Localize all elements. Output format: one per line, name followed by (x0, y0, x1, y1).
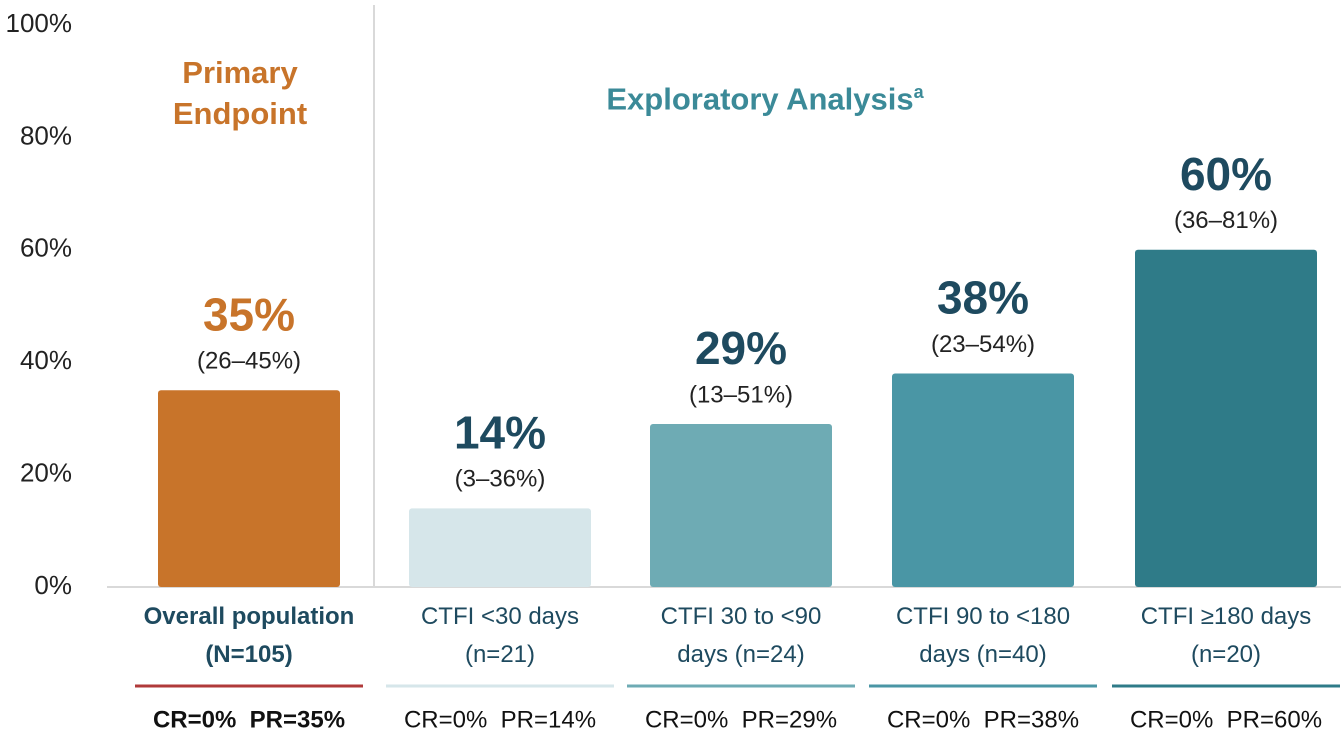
x-tick-label: CTFI <30 days (n=21) (420, 603, 580, 668)
interval-label: (13–51%) (689, 381, 793, 408)
response-label: CR=0% PR=35% (153, 706, 345, 733)
x-tick-label: CTFI 30 to <90 days (n=24) (660, 603, 822, 668)
interval-label: (26–45%) (197, 348, 301, 375)
bar (1135, 249, 1317, 588)
response-label: CR=0% PR=38% (887, 706, 1079, 733)
value-label: 29% (695, 322, 787, 374)
y-tick-label: 80% (20, 120, 72, 150)
x-tick-label: CTFI ≥180 days (n=20) (1140, 603, 1312, 668)
bar (892, 373, 1074, 587)
interval-label: (3–36%) (455, 466, 546, 493)
value-label: 60% (1180, 148, 1272, 200)
annotation-superscript: a (913, 82, 924, 102)
response-label: CR=0% PR=14% (404, 706, 596, 733)
y-tick-label: 60% (20, 233, 72, 263)
bar (650, 424, 832, 587)
interval-label: (36–81%) (1174, 207, 1278, 234)
annotation: Primary Endpoint (172, 55, 308, 131)
response-label: CR=0% PR=29% (645, 706, 837, 733)
y-tick-label: 20% (20, 457, 72, 487)
bar (158, 390, 340, 587)
value-label: 38% (937, 272, 1029, 324)
x-tick-label: Overall population (N=105) (143, 603, 355, 668)
annotation: Exploratory Analysisa (515, 72, 1015, 119)
response-label: CR=0% PR=60% (1130, 706, 1322, 733)
value-label: 14% (454, 406, 546, 458)
bar (409, 508, 591, 587)
value-label: 35% (203, 288, 295, 340)
y-tick-label: 0% (34, 570, 72, 600)
annotation-text: Exploratory Analysis (606, 81, 914, 117)
interval-label: (23–54%) (931, 331, 1035, 358)
x-tick-label: CTFI 90 to <180 days (n=40) (895, 603, 1071, 668)
y-tick-label: 40% (20, 345, 72, 375)
y-tick-label: 100% (6, 8, 73, 38)
